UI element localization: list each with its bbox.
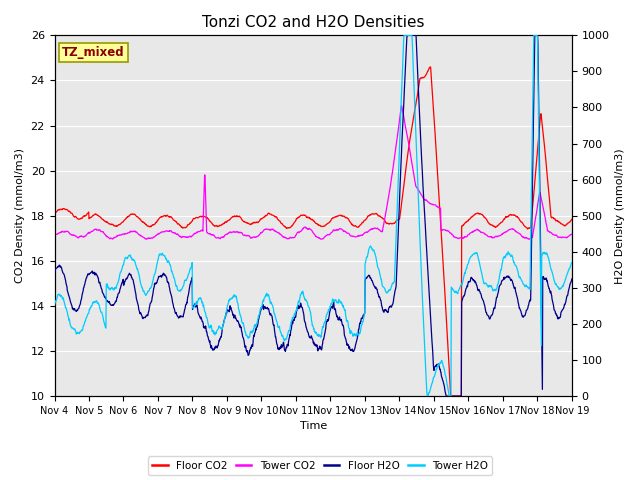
Floor CO2 bbox=[290, 220, 298, 226]
Floor CO2 bbox=[270, 213, 278, 219]
Floor CO2 bbox=[91, 211, 99, 217]
Text: TZ_mixed: TZ_mixed bbox=[62, 46, 125, 59]
Tower CO2 bbox=[281, 234, 289, 240]
Tower CO2 bbox=[270, 228, 278, 233]
Floor H2O bbox=[281, 348, 289, 353]
Line: Tower H2O: Tower H2O bbox=[54, 36, 572, 396]
Tower CO2 bbox=[91, 227, 99, 232]
Floor CO2 bbox=[568, 216, 575, 222]
Floor H2O bbox=[345, 345, 353, 350]
Tower H2O bbox=[281, 337, 289, 343]
Floor H2O bbox=[443, 393, 451, 399]
Floor CO2 bbox=[112, 223, 120, 229]
Floor H2O bbox=[112, 299, 120, 304]
Tower CO2 bbox=[317, 236, 324, 242]
Floor CO2 bbox=[281, 224, 289, 230]
Line: Floor H2O: Floor H2O bbox=[54, 36, 572, 396]
Legend: Floor CO2, Tower CO2, Floor H2O, Tower H2O: Floor CO2, Tower CO2, Floor H2O, Tower H… bbox=[148, 456, 492, 475]
Tower H2O bbox=[91, 300, 99, 305]
Tower CO2 bbox=[568, 231, 575, 237]
Tower H2O bbox=[568, 260, 575, 265]
Floor H2O bbox=[403, 33, 411, 38]
Floor H2O bbox=[91, 271, 99, 276]
Floor CO2 bbox=[51, 211, 58, 216]
Floor H2O bbox=[270, 322, 278, 328]
Tower H2O bbox=[400, 33, 408, 38]
Tower H2O bbox=[423, 393, 431, 399]
X-axis label: Time: Time bbox=[300, 421, 327, 432]
Tower CO2 bbox=[398, 103, 406, 108]
Tower CO2 bbox=[290, 235, 298, 240]
Floor CO2 bbox=[427, 64, 435, 70]
Floor H2O bbox=[290, 317, 298, 323]
Floor H2O bbox=[568, 276, 575, 282]
Tower CO2 bbox=[51, 232, 58, 238]
Tower H2O bbox=[112, 285, 120, 290]
Floor CO2 bbox=[345, 217, 353, 223]
Line: Floor CO2: Floor CO2 bbox=[54, 67, 572, 396]
Y-axis label: CO2 Density (mmol/m3): CO2 Density (mmol/m3) bbox=[15, 148, 25, 283]
Tower H2O bbox=[345, 325, 353, 331]
Tower H2O bbox=[51, 303, 58, 309]
Floor H2O bbox=[51, 270, 58, 276]
Floor CO2 bbox=[447, 393, 455, 399]
Y-axis label: H2O Density (mmol/m3): H2O Density (mmol/m3) bbox=[615, 148, 625, 284]
Tower H2O bbox=[290, 313, 298, 319]
Line: Tower CO2: Tower CO2 bbox=[54, 106, 572, 239]
Tower CO2 bbox=[112, 235, 120, 240]
Tower H2O bbox=[270, 310, 278, 316]
Tower CO2 bbox=[346, 231, 353, 237]
Title: Tonzi CO2 and H2O Densities: Tonzi CO2 and H2O Densities bbox=[202, 15, 424, 30]
